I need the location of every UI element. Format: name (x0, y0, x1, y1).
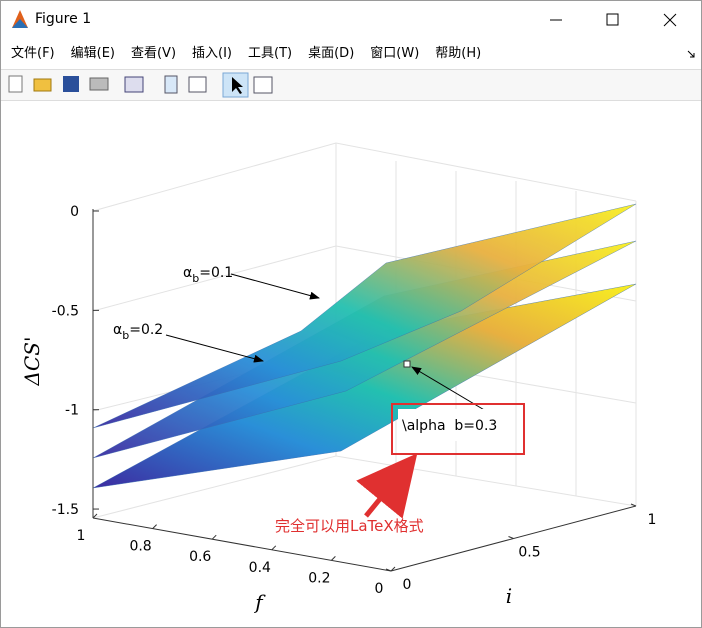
menu-arrow-icon[interactable] (687, 50, 695, 58)
link-icon[interactable] (124, 76, 144, 93)
property-icon[interactable] (253, 76, 273, 94)
open-icon[interactable] (33, 78, 52, 92)
title-bar: Figure 1 (1, 1, 701, 39)
i-tick (630, 503, 637, 507)
subscript: b (122, 329, 129, 342)
menu-bar: 文件(F) 编辑(E) 查看(V) 插入(I) 工具(T) 桌面(D) 窗口(W) 帮助(H) (1, 41, 701, 67)
menu-arrow (687, 50, 695, 58)
f-tick-label: 1 (77, 528, 86, 544)
f-tick (271, 545, 277, 551)
annotation: αb=0.1 (183, 265, 233, 285)
symbol: α (183, 265, 192, 281)
menu-item[interactable]: 工具(T) (248, 46, 293, 61)
legend-icon[interactable] (188, 76, 207, 93)
menu-item[interactable]: 窗口(W) (370, 46, 420, 61)
f-axis-label: f (253, 590, 266, 614)
maximize-button[interactable] (606, 13, 619, 26)
f-tick (211, 534, 217, 540)
grid-line (92, 245, 337, 312)
i-axis-label: i (506, 584, 512, 608)
app-icon-part (12, 19, 28, 28)
pointer-icon (232, 77, 243, 94)
z-tick-label: -1.5 (52, 502, 79, 518)
i-tick-label: 0 (403, 577, 412, 593)
plot-area: ΔCS' f i αb=0.1 αb=0.2 \alpha b=0.3 完全可以… (20, 142, 657, 614)
menu-item[interactable]: 查看(V) (130, 46, 177, 61)
f-tick-label: 0.4 (249, 560, 271, 576)
close-button[interactable] (663, 13, 677, 27)
toolbar (1, 69, 701, 101)
i-tick-label: 1 (648, 512, 657, 528)
menu-item[interactable]: 帮助(H) (435, 46, 482, 61)
menu-item[interactable]: 编辑(E) (70, 46, 115, 61)
toolbar-icons (8, 72, 273, 98)
menu-item[interactable]: 插入(I) (192, 46, 233, 61)
f-tick (331, 556, 336, 561)
box-top (92, 142, 637, 212)
annotation-text: =0.2 (129, 322, 163, 338)
z-tick-label: -0.5 (52, 303, 79, 319)
annotation: αb=0.2 (113, 322, 163, 342)
i-tick (385, 568, 392, 572)
annotation-arrow (230, 273, 320, 300)
note-text: 完全可以用LaTeX格式 (275, 517, 424, 535)
f-tick-label: 0.8 (129, 539, 151, 555)
f-tick (390, 566, 396, 572)
box-bottom (92, 455, 637, 519)
window-title: Figure 1 (35, 11, 92, 27)
menu-item[interactable]: 桌面(D) (308, 46, 355, 61)
f-axis (92, 517, 392, 572)
f-tick-label: 0.2 (308, 570, 330, 586)
annotation-text: =0.1 (199, 265, 233, 281)
f-tick-label: 0 (375, 581, 384, 597)
symbol: α (113, 322, 122, 338)
save-icon[interactable] (63, 76, 79, 92)
f-tick (92, 513, 98, 519)
colorbar-icon[interactable] (164, 75, 178, 94)
z-tick-label: -1 (65, 403, 79, 419)
i-tick-label: 0.5 (518, 545, 540, 561)
z-tick-label: 0 (70, 204, 79, 220)
title-icons (12, 10, 677, 28)
f-tick (152, 524, 157, 529)
datatip-text: \alpha b=0.3 (402, 418, 497, 434)
new-icon[interactable] (8, 75, 23, 93)
print-icon[interactable] (89, 77, 109, 91)
highlight-box (391, 403, 525, 455)
i-tick (508, 536, 514, 539)
datatip-marker[interactable] (403, 360, 411, 368)
f-tick-label: 0.6 (189, 549, 211, 565)
note-arrow (356, 453, 418, 519)
subscript: b (192, 272, 199, 285)
menu-item[interactable]: 文件(F) (11, 46, 55, 61)
annotation-arrow (165, 334, 264, 363)
datatip-box (398, 409, 506, 441)
z-axis-label: ΔCS' (20, 337, 44, 387)
surface (92, 203, 637, 429)
